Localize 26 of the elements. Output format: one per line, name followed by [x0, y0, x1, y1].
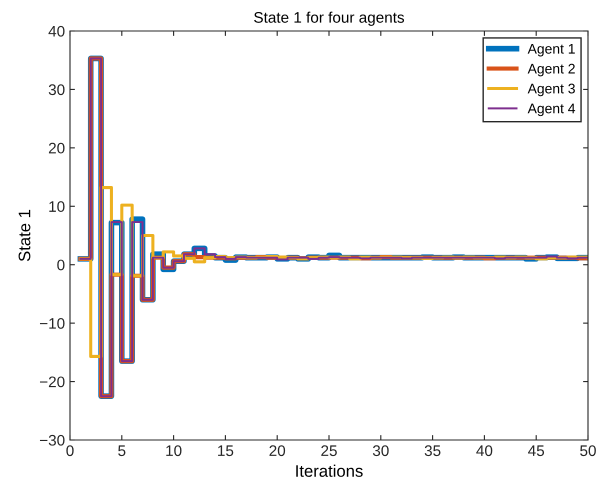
- y-tick-label: 40: [48, 26, 65, 37]
- x-tick-label: 15: [218, 445, 234, 456]
- x-tick-label: 5: [118, 445, 126, 456]
- legend-label: Agent 3: [528, 84, 575, 96]
- x-tick-label: 45: [528, 445, 544, 456]
- legend-label: Agent 2: [528, 64, 575, 76]
- y-axis-title: State 1: [18, 210, 30, 262]
- x-tick-label: 0: [66, 445, 74, 456]
- legend-label: Agent 1: [528, 44, 575, 56]
- x-tick-label: 20: [269, 445, 286, 456]
- x-tick-label: 40: [476, 445, 492, 456]
- x-tick-label: 10: [166, 445, 182, 456]
- y-tick-label: 0: [57, 260, 65, 270]
- x-tick-label: 50: [580, 445, 596, 456]
- chart-title: State 1 for four agents: [254, 12, 404, 26]
- legend-label: Agent 4: [528, 104, 576, 116]
- x-axis-title: Iterations: [296, 464, 363, 477]
- x-tick-label: 35: [424, 445, 440, 456]
- y-tick-label: −20: [40, 376, 65, 388]
- y-tick-label: 30: [48, 84, 65, 96]
- y-tick-label: −10: [40, 318, 65, 329]
- y-tick-label: 10: [49, 201, 65, 212]
- y-tick-label: −30: [40, 434, 65, 446]
- x-tick-label: 30: [372, 445, 389, 456]
- y-tick-label: 20: [48, 142, 65, 154]
- x-tick-label: 25: [321, 445, 337, 456]
